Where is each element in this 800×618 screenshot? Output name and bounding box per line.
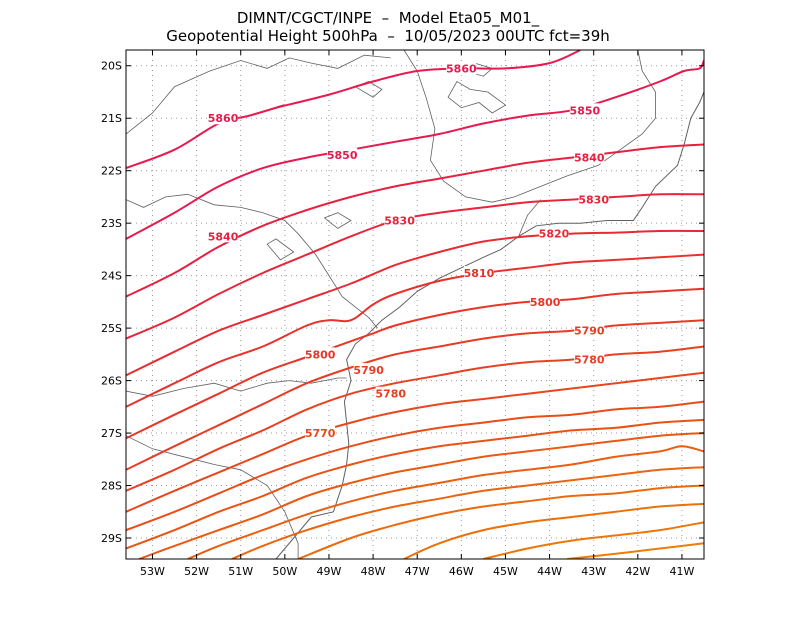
- lon-tick-label: 52W: [184, 565, 209, 578]
- contour-label: 5770: [305, 427, 336, 440]
- contour-5780: [126, 345, 704, 492]
- map-title-line-1: DIMNT/CGCT/INPE – Model Eta05_M01_: [236, 9, 540, 27]
- lon-tick-label: 53W: [140, 565, 165, 578]
- contour-label: 5850: [570, 104, 601, 117]
- axis-ticks: 53W 52W 51W 50W 49W 48W 47W 46W 45W 44W 43W 42W 41W 2…: [101, 50, 704, 578]
- contour-label-bg: [327, 147, 358, 161]
- lat-tick-label: 24S: [101, 270, 122, 283]
- coastline: [126, 91, 704, 559]
- contour-5860: [275, 50, 581, 109]
- contour-label: 5850: [327, 149, 358, 162]
- lon-tick-label: 46W: [449, 565, 474, 578]
- state-border: [126, 435, 299, 559]
- contour-5730: [187, 445, 704, 559]
- lat-tick-label: 23S: [101, 217, 122, 230]
- lon-tick-label: 50W: [272, 565, 297, 578]
- contour-label-bg: [574, 150, 605, 164]
- lon-tick-label: 51W: [228, 565, 253, 578]
- contour-label-bg: [574, 323, 605, 337]
- contour-label: 5820: [539, 228, 570, 241]
- contour-label: 5860: [208, 112, 239, 125]
- reservoir-outline: [323, 212, 352, 229]
- contour-label: 5840: [208, 230, 239, 243]
- lat-tick-label: 25S: [101, 322, 122, 335]
- contour-label-bg: [208, 229, 239, 243]
- contour-5700: [403, 502, 704, 559]
- contour-label-bg: [530, 294, 561, 308]
- contour-5680: [567, 542, 704, 559]
- lon-tick-label: 48W: [361, 565, 386, 578]
- lat-tick-label: 27S: [101, 427, 122, 440]
- contour-label: 5830: [578, 194, 609, 207]
- contour-5820: [126, 229, 704, 377]
- contour-label: 5800: [530, 296, 561, 309]
- contour-5810: [126, 253, 704, 408]
- contour-5790: [126, 319, 704, 471]
- lon-tick-label: 43W: [581, 565, 606, 578]
- map-frame: [125, 49, 705, 560]
- contour-label-bg: [353, 363, 384, 377]
- reservoir-outline: [354, 81, 383, 98]
- lon-tick-label: 47W: [405, 565, 430, 578]
- contour-5770: [126, 371, 704, 513]
- contour-label-bg: [538, 226, 569, 240]
- lon-tick-label: 45W: [493, 565, 518, 578]
- contour-label: 5860: [446, 62, 477, 75]
- contour-label: 5780: [574, 354, 605, 367]
- reservoir-outline: [266, 238, 295, 261]
- contour-5830: [126, 193, 704, 340]
- contour-label-bg: [305, 426, 336, 440]
- lat-tick-label: 21S: [101, 112, 122, 125]
- contour-label-bg: [305, 347, 336, 361]
- contour-5840: [126, 143, 704, 298]
- lon-tick-label: 41W: [670, 565, 695, 578]
- contour-label: 5790: [574, 325, 605, 338]
- contour-labels: 5860 5850 5860 5850 5840 5830 5840 5830 5820 5810…: [208, 61, 609, 440]
- state-border: [403, 50, 656, 203]
- contour-5800: [126, 287, 704, 440]
- lat-tick-label: 26S: [101, 375, 122, 388]
- lon-tick-label: 44W: [537, 565, 562, 578]
- contour-label-bg: [384, 213, 415, 227]
- contour-5860: [126, 104, 286, 170]
- lat-tick-label: 29S: [101, 532, 122, 545]
- contour-label: 5840: [574, 152, 605, 165]
- state-border: [126, 193, 378, 329]
- contour-5710: [297, 484, 704, 559]
- lon-tick-label: 42W: [625, 565, 650, 578]
- lat-tick-label: 22S: [101, 165, 122, 178]
- contour-label-bg: [375, 386, 406, 400]
- contour-label-bg: [463, 266, 494, 280]
- contour-lines: [126, 50, 704, 559]
- contour-label-bg: [446, 61, 477, 75]
- geography-layer: [126, 50, 704, 559]
- contour-5760: [126, 400, 704, 532]
- contour-5740: [138, 432, 704, 559]
- contour-label: 5830: [384, 215, 415, 228]
- contour-label: 5790: [353, 364, 384, 377]
- contour-label-bg: [569, 103, 600, 117]
- contour-label: 5810: [464, 267, 495, 280]
- contour-5720: [231, 466, 704, 559]
- reservoir-outline: [447, 80, 507, 114]
- contour-label-bg: [574, 352, 605, 366]
- contour-label: 5780: [375, 388, 406, 401]
- lon-tick-label: 49W: [317, 565, 342, 578]
- contour-label-bg: [578, 192, 609, 206]
- lat-tick-label: 28S: [101, 480, 122, 493]
- contour-label-bg: [208, 111, 239, 125]
- state-border: [126, 54, 391, 135]
- contour-label: 5800: [305, 348, 336, 361]
- contour-5750: [126, 418, 704, 550]
- state-border: [518, 199, 542, 237]
- contour-5690: [483, 521, 704, 559]
- contour-5850: [126, 60, 704, 240]
- map-title-line-2: Geopotential Height 500hPa – 10/05/2023 …: [166, 27, 610, 45]
- state-border: [126, 377, 347, 397]
- lat-tick-label: 20S: [101, 60, 122, 73]
